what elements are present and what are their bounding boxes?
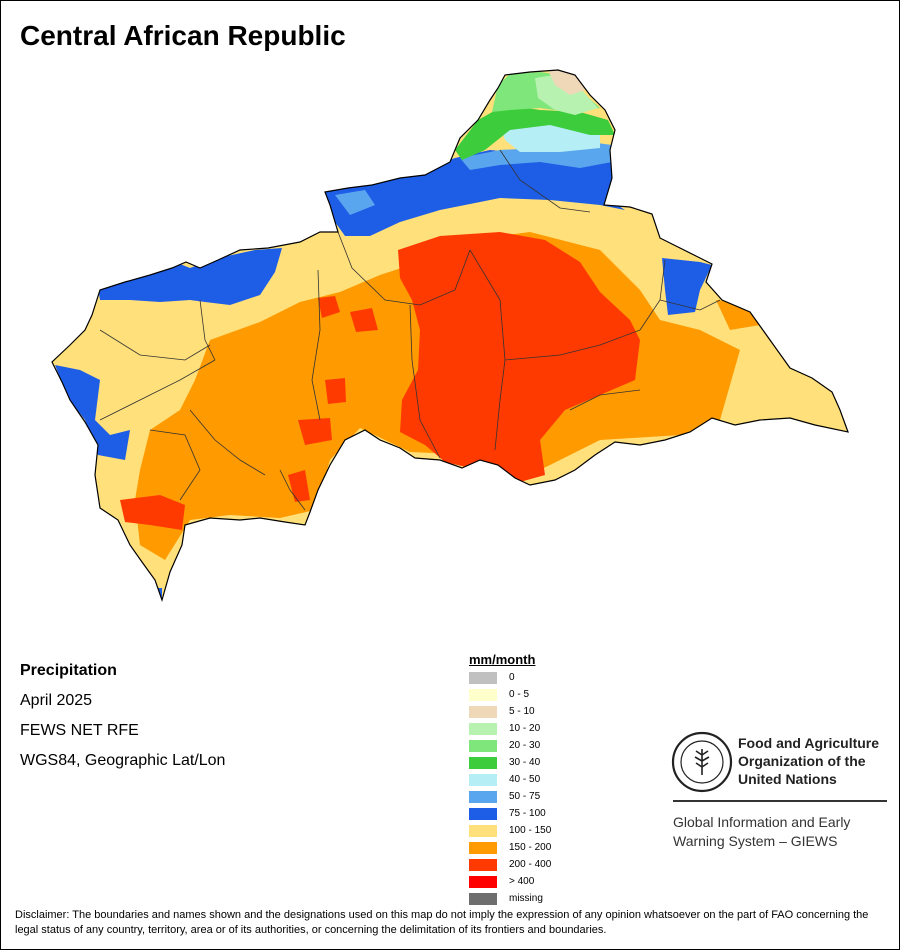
legend-swatch [469,671,497,684]
legend-label: 100 - 150 [509,825,552,836]
legend-item: 0 - 5 [469,686,551,703]
legend-label: 75 - 100 [509,808,546,819]
legend-label: 150 - 200 [509,842,552,853]
zone-75-100-northwest [98,248,282,305]
legend-label: missing [509,893,543,904]
source-label: FEWS NET RFE [20,722,139,739]
legend-label: 40 - 50 [509,774,541,785]
fao-emblem-icon [671,731,733,793]
zone-75-100-north [320,150,625,236]
legend-swatch [469,739,497,752]
legend-item: 20 - 30 [469,737,551,754]
legend-swatch [469,858,497,871]
legend-item: 50 - 75 [469,788,551,805]
legend-label: 50 - 75 [509,791,541,802]
legend-swatch [469,892,497,905]
legend-item: > 400 [469,873,551,890]
legend-swatch [469,790,497,803]
period-label: April 2025 [20,692,93,709]
legend-swatch [469,824,497,837]
legend-item: missing [469,890,551,907]
variable-label: Precipitation [20,662,117,679]
legend-label: 10 - 20 [509,723,541,734]
fao-org-name: Food and Agriculture Organization of the… [738,734,879,788]
legend-item: 5 - 10 [469,703,551,720]
giews-name: Global Information and Early Warning Sys… [673,813,850,851]
legend-label: 5 - 10 [509,706,535,717]
legend-item: 200 - 400 [469,856,551,873]
zone-75-100-west [55,365,130,460]
legend-item: 10 - 20 [469,720,551,737]
projection-label: WGS84, Geographic Lat/Lon [20,752,226,769]
zone-10-20 [535,74,598,115]
giews-line-2: Warning System – GIEWS [673,833,838,849]
legend-item: 100 - 150 [469,822,551,839]
admin-boundaries [99,149,721,511]
legend-unit: mm/month [469,652,536,667]
legend-swatch [469,688,497,701]
legend-label: > 400 [509,876,535,887]
map-metadata: Precipitation April 2025 FEWS NET RFE WG… [20,656,225,776]
org-line-3: United Nations [738,771,837,787]
legend-item: 40 - 50 [469,771,551,788]
legend-swatch [469,773,497,786]
legend-item: 75 - 100 [469,805,551,822]
zone-200-400-core [398,232,640,482]
precipitation-map [51,69,849,602]
zone-30-40 [455,105,615,160]
zone-50-75-northwest [335,190,375,215]
logo-divider [673,800,887,802]
legend-classes: 0 0 - 5 5 - 10 10 - 20 20 - 30 30 - 40 40 - 50… [469,669,551,907]
legend-item: 150 - 200 [469,839,551,856]
legend-swatch [469,875,497,888]
legend-label: 200 - 400 [509,859,552,870]
legend-swatch [469,705,497,718]
zone-200-400-southwest [120,495,185,530]
zone-200-400-south [298,418,332,445]
legend-label: 20 - 30 [509,740,541,751]
legend-item: 0 [469,669,551,686]
legend-swatch [469,841,497,854]
zone-200-400-west2 [325,378,346,404]
legend-swatch [469,756,497,769]
legend-label: 0 [509,672,515,683]
country-border [51,69,849,602]
zone-200-400-mid [350,308,378,332]
map-title: Central African Republic [20,20,346,51]
org-line-1: Food and Agriculture [738,735,880,751]
zone-75-100-east [662,258,712,315]
giews-line-1: Global Information and Early [673,814,851,830]
legend-swatch [469,722,497,735]
disclaimer: Disclaimer: The boundaries and names sho… [15,909,869,936]
legend-swatch [469,807,497,820]
legend-label: 30 - 40 [509,757,541,768]
org-line-2: Organization of the [738,753,866,769]
legend-label: 0 - 5 [509,689,530,700]
legend: mm/month 0 0 - 5 5 - 10 10 - 20 20 - 30 30 - … [469,652,551,907]
zone-200-400-west [318,296,340,318]
legend-item: 30 - 40 [469,754,551,771]
